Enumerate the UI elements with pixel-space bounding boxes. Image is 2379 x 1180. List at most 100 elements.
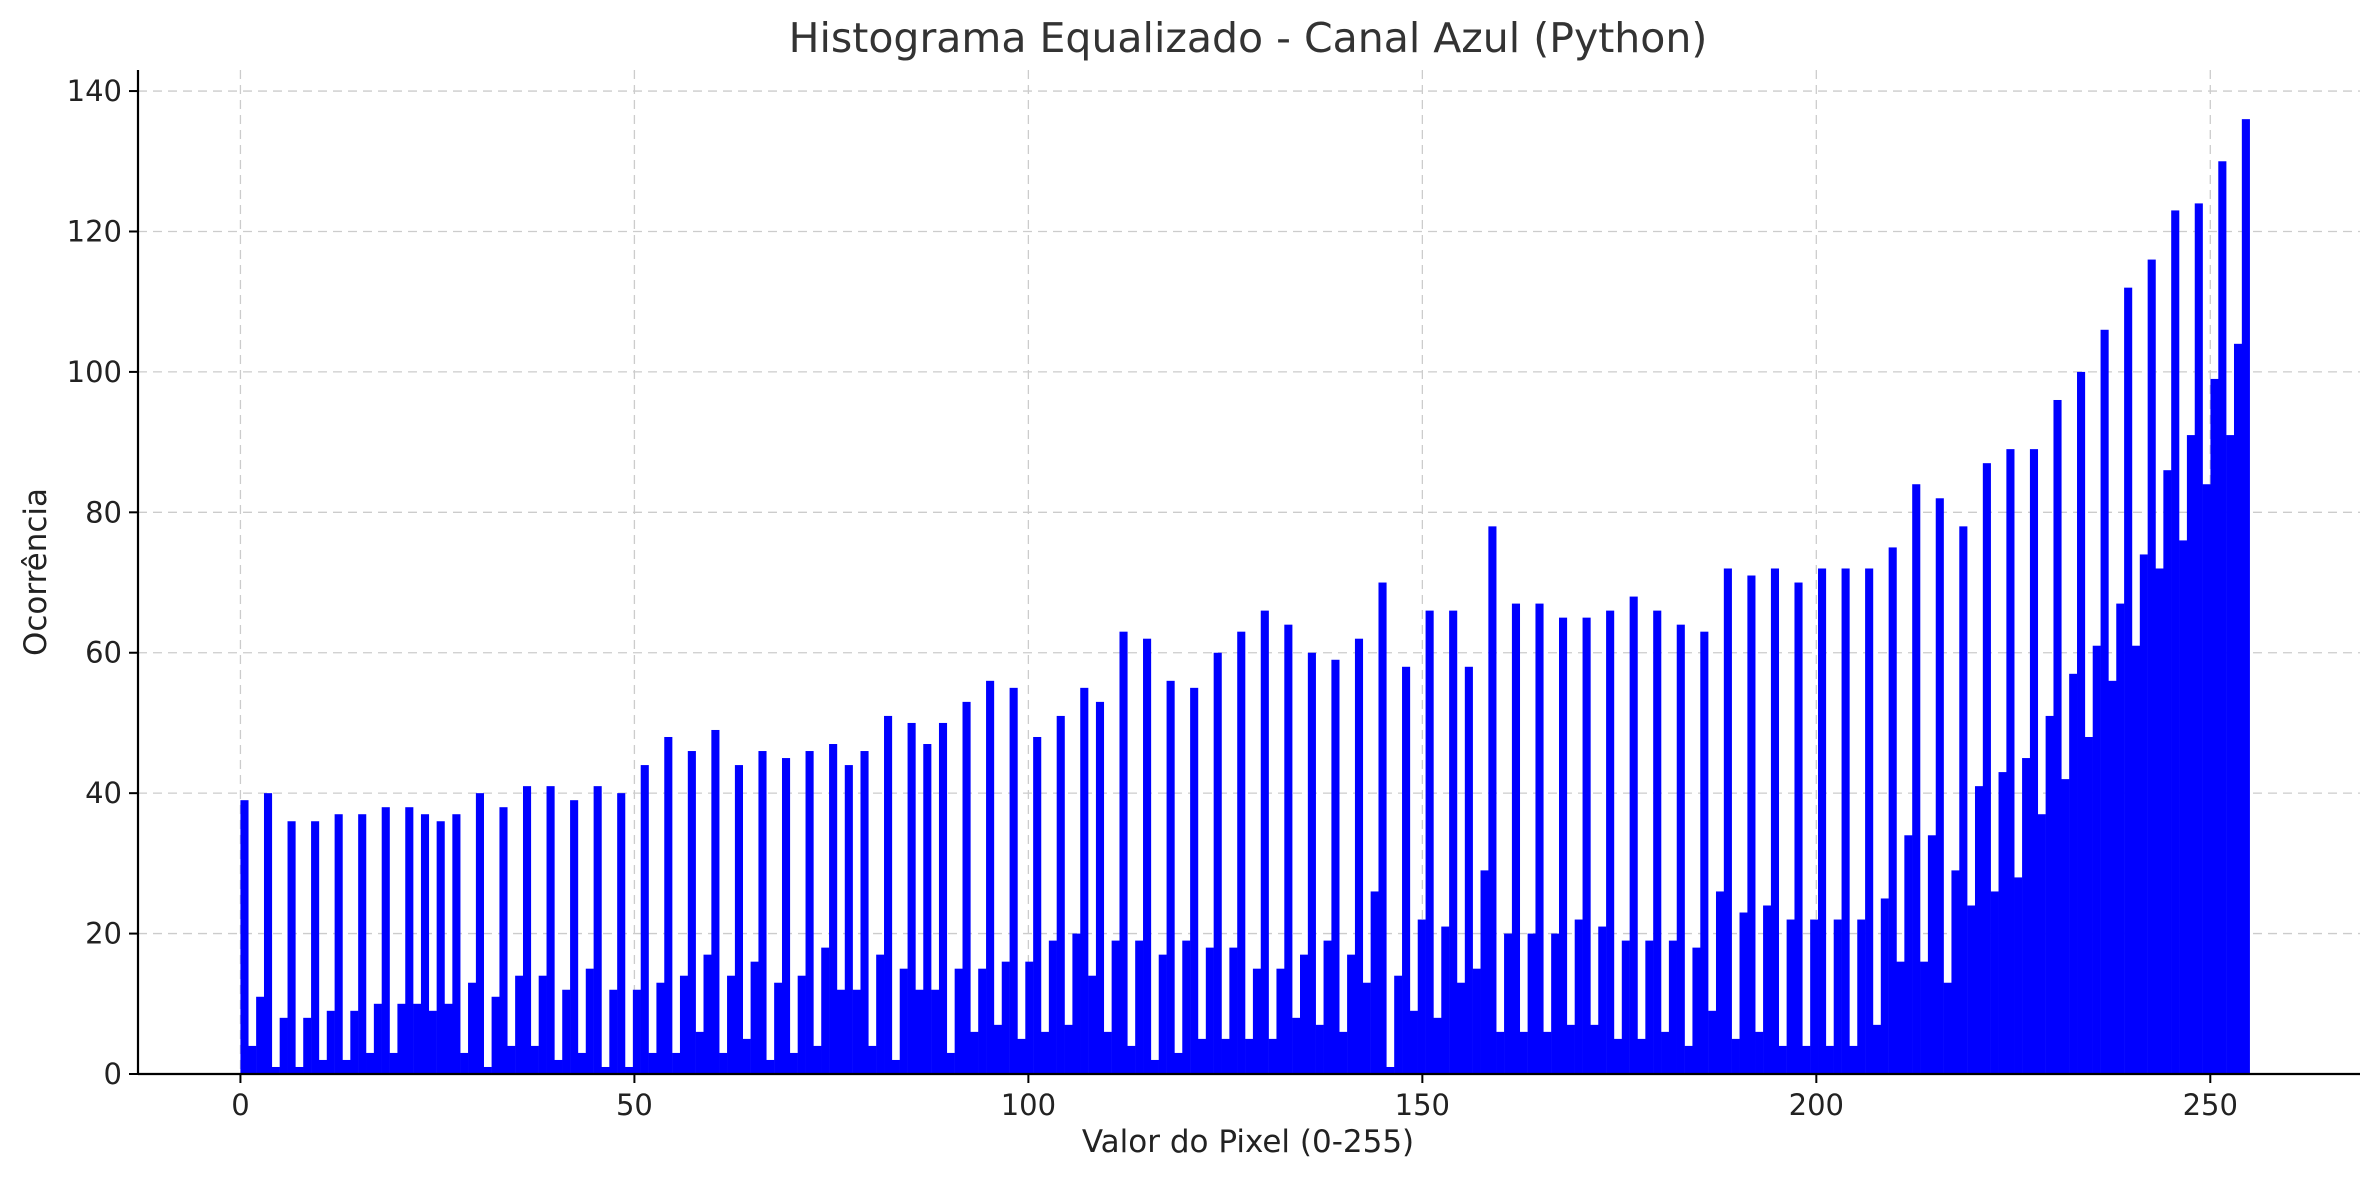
histogram-bar bbox=[1111, 940, 1120, 1074]
histogram-bar bbox=[1731, 1038, 1740, 1074]
histogram-bar bbox=[978, 968, 987, 1074]
histogram-bar bbox=[1794, 582, 1803, 1074]
histogram-bar bbox=[2045, 715, 2054, 1074]
histogram-bar bbox=[609, 989, 618, 1074]
histogram-bar bbox=[1237, 631, 1246, 1074]
histogram-bar bbox=[1166, 680, 1175, 1074]
histogram-bar bbox=[2061, 779, 2070, 1074]
histogram-bar bbox=[2139, 554, 2148, 1074]
histogram-bar bbox=[797, 975, 806, 1074]
histogram-bar bbox=[499, 807, 508, 1074]
histogram-bar bbox=[318, 1059, 328, 1074]
histogram-bar bbox=[2022, 758, 2031, 1074]
histogram-bar bbox=[891, 1059, 900, 1074]
histogram-bar bbox=[946, 1052, 955, 1074]
histogram-bar bbox=[1197, 1038, 1207, 1074]
histogram-bar bbox=[1127, 1045, 1136, 1074]
histogram-bar bbox=[240, 800, 249, 1074]
histogram-bar bbox=[1095, 701, 1105, 1074]
histogram-bar bbox=[2202, 484, 2211, 1074]
histogram-bar bbox=[774, 982, 783, 1074]
histogram-bar bbox=[829, 744, 838, 1074]
histogram-bar bbox=[2186, 435, 2195, 1074]
histogram-bar bbox=[1935, 498, 1944, 1074]
chart-title: Histograma Equalizado - Canal Azul (Pyth… bbox=[789, 14, 1708, 62]
histogram-bar bbox=[1292, 1017, 1301, 1074]
histogram-bar bbox=[1535, 603, 1544, 1074]
histogram-bar bbox=[1456, 982, 1466, 1074]
histogram-bar bbox=[1504, 933, 1513, 1074]
histogram-bar bbox=[1001, 961, 1010, 1074]
histogram-bar bbox=[1331, 659, 1340, 1074]
histogram-bar bbox=[2084, 736, 2093, 1074]
histogram-bar bbox=[326, 1010, 335, 1074]
histogram-bar bbox=[1221, 1038, 1230, 1074]
histogram-bar bbox=[1190, 687, 1199, 1074]
histogram-bar bbox=[1323, 940, 1332, 1074]
histogram-bar bbox=[664, 736, 673, 1074]
histogram-bar bbox=[789, 1052, 798, 1074]
histogram-bar bbox=[1527, 933, 1536, 1074]
histogram-bar bbox=[1307, 652, 1316, 1074]
histogram-bar bbox=[1715, 891, 1725, 1074]
histogram-bar bbox=[2226, 435, 2235, 1074]
histogram-bar bbox=[1425, 610, 1434, 1074]
histogram-bar bbox=[1833, 919, 1842, 1074]
x-axis-label: Valor do Pixel (0-255) bbox=[1082, 1124, 1414, 1160]
histogram-bar bbox=[2131, 645, 2141, 1074]
histogram-bar bbox=[1959, 526, 1968, 1074]
x-tick-label: 250 bbox=[2183, 1088, 2238, 1122]
histogram-bar bbox=[405, 807, 414, 1074]
histogram-bar bbox=[1103, 1031, 1112, 1074]
histogram-bar bbox=[248, 1045, 257, 1074]
histogram-bar bbox=[656, 982, 665, 1074]
y-tick-label: 80 bbox=[85, 495, 122, 529]
histogram-bar bbox=[1661, 1031, 1670, 1074]
histogram-bar bbox=[1606, 610, 1615, 1074]
histogram-bar bbox=[1417, 919, 1426, 1074]
histogram-bar bbox=[1990, 891, 1999, 1074]
histogram-bar bbox=[1119, 631, 1128, 1074]
histogram-bar bbox=[570, 800, 579, 1074]
histogram-bar bbox=[2179, 540, 2188, 1074]
histogram-bar bbox=[491, 996, 500, 1074]
histogram-bar bbox=[2124, 287, 2133, 1074]
histogram-bar bbox=[1213, 652, 1222, 1074]
histogram-bar bbox=[860, 751, 869, 1074]
histogram-bar bbox=[907, 722, 916, 1074]
histogram-bar bbox=[1245, 1038, 1254, 1074]
histogram-bar bbox=[1480, 870, 1489, 1074]
histogram-bar bbox=[2116, 603, 2125, 1074]
histogram-bar bbox=[813, 1045, 822, 1074]
histogram-bar bbox=[1825, 1045, 1834, 1074]
histogram-bar bbox=[342, 1059, 351, 1074]
histogram-bar bbox=[1590, 1024, 1599, 1074]
histogram-bar bbox=[923, 744, 932, 1074]
histogram-bar bbox=[1802, 1045, 1811, 1074]
histogram-bar bbox=[1676, 624, 1685, 1074]
histogram-bar bbox=[358, 814, 367, 1074]
histogram-bar bbox=[993, 1024, 1003, 1074]
histogram-bar bbox=[1998, 772, 2007, 1074]
histogram-bar bbox=[381, 807, 390, 1074]
histogram-bar bbox=[1347, 954, 1356, 1074]
histogram-bar bbox=[1747, 575, 1756, 1074]
histogram-bar bbox=[1951, 870, 1960, 1074]
histogram-bar bbox=[2029, 449, 2039, 1074]
histogram-bar bbox=[1621, 940, 1630, 1074]
histogram-bar bbox=[821, 947, 830, 1074]
histogram-bar bbox=[1150, 1059, 1159, 1074]
histogram-bar bbox=[915, 989, 924, 1074]
histogram-bar bbox=[2194, 203, 2203, 1074]
histogram-bar bbox=[1472, 968, 1481, 1074]
histogram-bar bbox=[679, 975, 689, 1074]
histogram-bar bbox=[1763, 905, 1772, 1074]
x-ticks: 0 50 100 150 200 250 bbox=[231, 1074, 2238, 1122]
histogram-bar bbox=[2241, 119, 2250, 1074]
histogram-bar bbox=[1598, 926, 1607, 1074]
histogram-bar bbox=[1464, 666, 1473, 1074]
histogram-bar bbox=[805, 751, 814, 1074]
histogram-bar bbox=[1284, 624, 1293, 1074]
histogram-bar bbox=[617, 793, 626, 1074]
histogram-bar bbox=[593, 786, 602, 1074]
